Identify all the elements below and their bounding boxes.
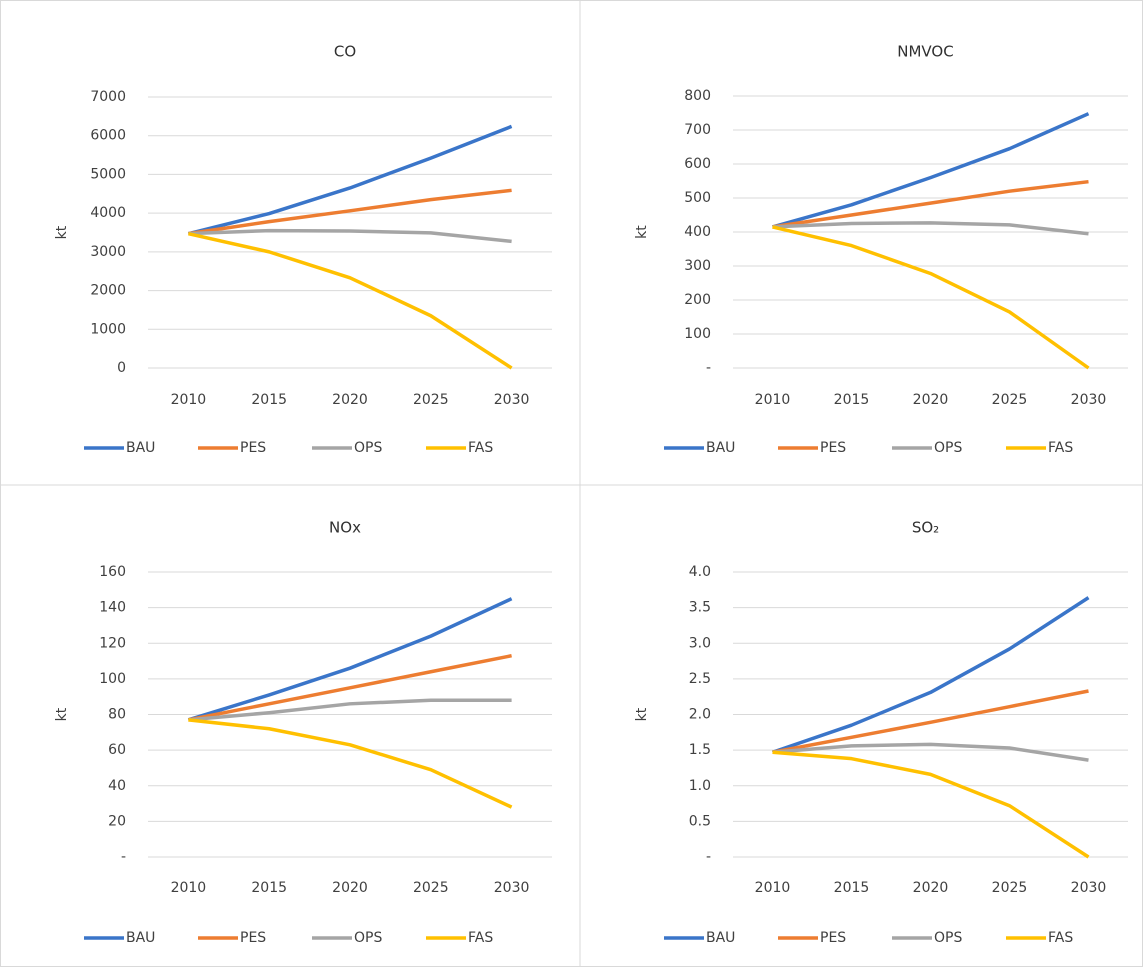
y-tick-label: 140 [99,600,126,616]
x-tick-label: 2030 [494,392,530,408]
data-line [188,188,512,236]
y-tick-label: 7000 [90,89,126,105]
data-line [772,112,1090,229]
x-tick-label: 2015 [834,880,870,896]
data-line [772,750,1090,859]
x-tick-label: 2010 [171,392,207,408]
legend-label: PES [820,930,846,946]
y-tick-label: 100 [684,326,711,342]
legend-label: FAS [468,930,493,946]
legend-label: PES [820,440,846,456]
legend-label: OPS [934,440,962,456]
x-tick-label: 2020 [332,880,368,896]
x-tick-label: 2025 [413,880,449,896]
y-axis-label: kt [634,707,650,721]
y-tick-label: 1000 [90,321,126,337]
y-tick-label: 3.0 [689,635,711,651]
legend-label: PES [240,930,266,946]
y-tick-label: 200 [684,292,711,308]
chart-title: CO [334,43,356,61]
y-tick-label: 1.5 [689,742,711,758]
legend-label: FAS [1048,440,1073,456]
data-line [188,231,513,370]
y-axis-label: kt [634,225,650,239]
data-line [772,689,1089,754]
y-tick-label: 2000 [90,283,126,299]
y-tick-label: 6000 [90,128,126,144]
chart-title: SO₂ [912,519,939,537]
x-tick-label: 2030 [1071,392,1107,408]
y-tick-label: 400 [684,224,711,240]
legend-label: BAU [706,930,735,946]
legend-label: OPS [934,930,962,946]
y-tick-label: 80 [108,707,126,723]
y-tick-label: 40 [108,778,126,794]
y-tick-label: 5000 [90,166,126,182]
legend-label: BAU [126,440,155,456]
y-tick-label: 3000 [90,244,126,260]
y-tick-label: 0 [117,360,126,376]
x-tick-label: 2020 [332,392,368,408]
y-axis-label: kt [54,707,70,721]
x-tick-label: 2010 [171,880,207,896]
data-line [187,597,513,722]
data-line [772,225,1090,370]
y-tick-label: - [706,849,711,865]
y-tick-label: 700 [684,122,711,138]
data-line [187,124,513,236]
y-tick-label: 100 [99,671,126,687]
y-tick-label: 300 [684,258,711,274]
y-tick-label: 60 [108,742,126,758]
y-tick-label: 500 [684,190,711,206]
y-tick-label: 2.0 [689,707,711,723]
y-tick-label: 4000 [90,205,126,221]
x-tick-label: 2010 [755,880,791,896]
y-tick-label: 4.0 [689,564,711,580]
x-tick-label: 2020 [913,880,949,896]
legend-label: FAS [1048,930,1073,946]
legend-label: FAS [468,440,493,456]
y-tick-label: 20 [108,813,126,829]
y-tick-label: 3.5 [689,600,711,616]
legend-label: BAU [706,440,735,456]
x-tick-label: 2025 [992,880,1028,896]
y-tick-label: 1.0 [689,778,711,794]
legend-label: OPS [354,930,382,946]
x-tick-label: 2025 [992,392,1028,408]
data-line [772,221,1089,236]
x-tick-label: 2020 [913,392,949,408]
y-axis-label: kt [54,225,70,239]
data-line [188,654,512,722]
y-tick-label: 800 [684,88,711,104]
legend-label: BAU [126,930,155,946]
y-tick-label: - [121,849,126,865]
y-tick-label: 0.5 [689,813,711,829]
y-tick-label: 600 [684,156,711,172]
x-tick-label: 2015 [251,880,287,896]
data-line [772,179,1089,229]
data-line [188,698,512,722]
data-line [772,742,1089,762]
chart-title: NOx [329,519,361,537]
y-tick-label: 2.5 [689,671,711,687]
y-tick-label: - [706,360,711,376]
data-line [771,596,1090,754]
y-tick-label: 160 [99,564,126,580]
x-tick-label: 2015 [251,392,287,408]
legend-label: PES [240,440,266,456]
x-tick-label: 2025 [413,392,449,408]
x-tick-label: 2030 [494,880,530,896]
x-tick-label: 2010 [755,392,791,408]
data-line [188,228,512,244]
chart-title: NMVOC [897,43,953,61]
x-tick-label: 2015 [834,392,870,408]
data-line [188,718,513,809]
legend-label: OPS [354,440,382,456]
x-tick-label: 2030 [1071,880,1107,896]
y-tick-label: 120 [99,635,126,651]
